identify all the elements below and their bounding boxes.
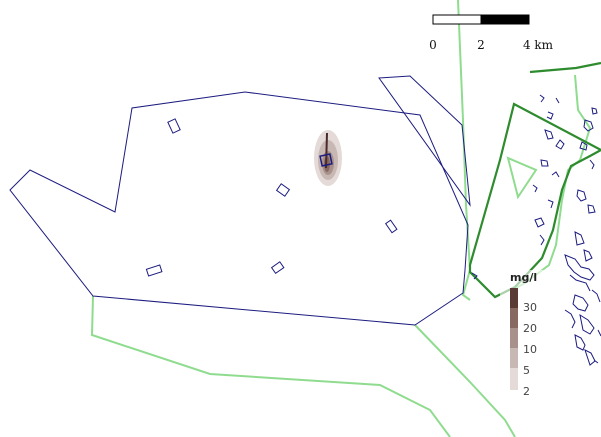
scale-label-4km: 4 km [523, 38, 554, 52]
coastal-wiggle-lines [532, 94, 565, 246]
site-rect-5 [270, 261, 285, 275]
coastal-islands-upper [574, 107, 598, 262]
boundary-southeast [414, 324, 516, 437]
concentration-plume [314, 130, 342, 186]
legend-swatch-2 [510, 368, 518, 390]
legend-backdrop [500, 270, 550, 400]
navy-outlines [9, 75, 601, 366]
legend-swatch-10 [510, 328, 518, 348]
legend-swatch-5 [510, 348, 518, 368]
legend-swatch-20 [510, 308, 518, 328]
boundary-vertical [457, 0, 472, 301]
scale-bar-segment-light [432, 14, 482, 25]
plume-core-line [325, 132, 328, 169]
site-rect-1 [167, 118, 181, 134]
east-strip-polygon [378, 75, 471, 207]
site-rect-3 [384, 219, 398, 234]
legend-label-30: 30 [523, 301, 537, 314]
scale-label-2: 2 [477, 38, 485, 52]
concentration-legend: mg/l 30 20 10 5 2 [500, 270, 550, 400]
scale-bar-segment-dark [480, 14, 530, 25]
dredging-site-marker [319, 153, 333, 167]
scale-label-0: 0 [429, 38, 437, 52]
legend-label-10: 10 [523, 343, 537, 356]
site-rect-4 [145, 264, 163, 277]
coastal-islands-lower [564, 254, 601, 366]
scale-bar: 0 2 4 km [429, 14, 554, 52]
site-rect-2 [275, 183, 291, 197]
boundary-inner-coast [511, 74, 592, 291]
legend-label-2: 2 [523, 385, 530, 398]
legend-label-20: 20 [523, 322, 537, 335]
coastal-zone-polygon [468, 61, 601, 299]
main-site-polygon [9, 91, 469, 326]
legend-title: mg/l [510, 271, 537, 284]
legend-label-5: 5 [523, 364, 530, 377]
boundary-west-south [90, 295, 451, 437]
small-coast-mark [471, 272, 478, 280]
boundary-triangle [506, 156, 538, 200]
legend-swatch-30 [510, 288, 518, 308]
